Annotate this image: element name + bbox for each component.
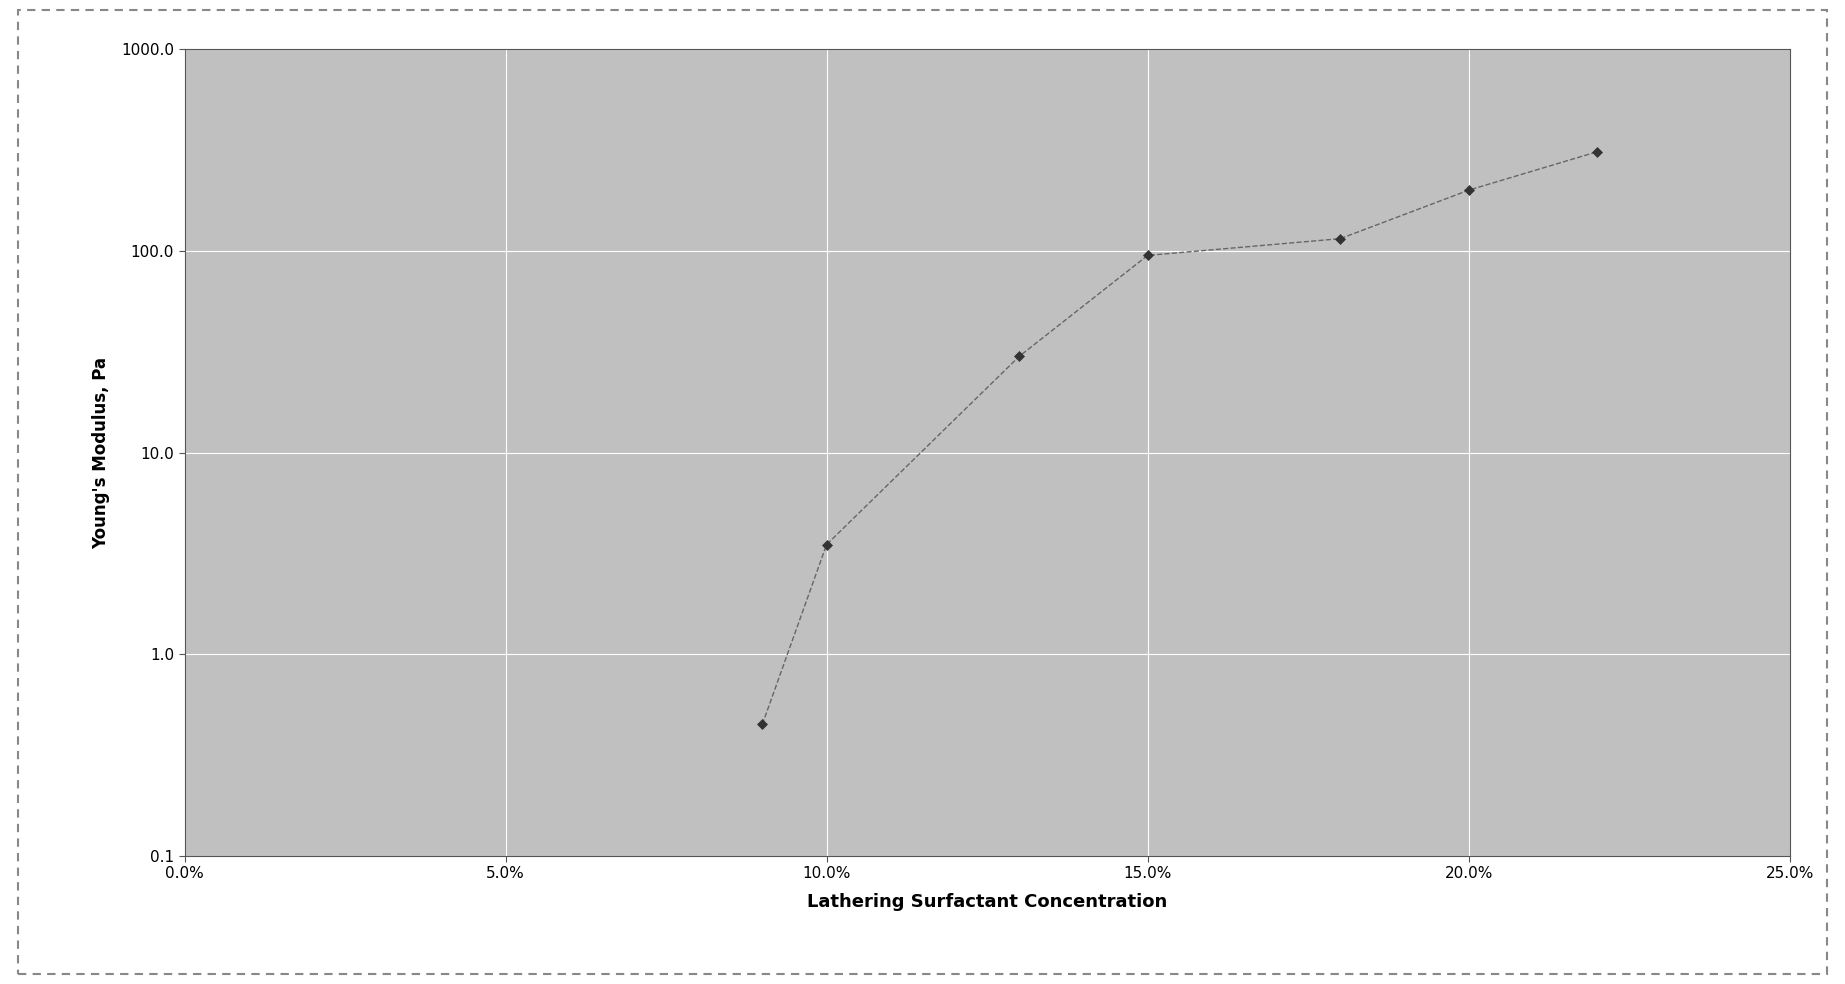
Y-axis label: Young's Modulus, Pa: Young's Modulus, Pa <box>92 356 111 549</box>
X-axis label: Lathering Surfactant Concentration: Lathering Surfactant Concentration <box>806 892 1168 910</box>
